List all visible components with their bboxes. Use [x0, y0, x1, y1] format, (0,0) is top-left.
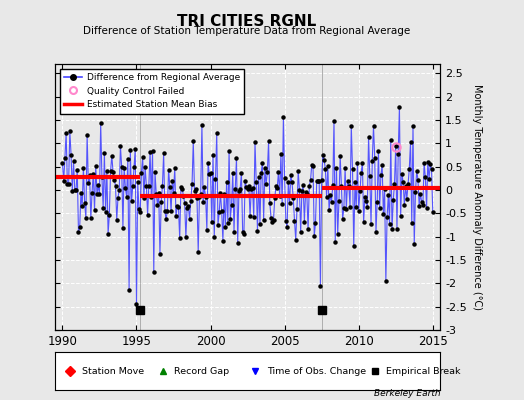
Text: Berkeley Earth: Berkeley Earth: [374, 389, 440, 398]
Text: TRI CITIES RGNL: TRI CITIES RGNL: [177, 14, 316, 29]
Text: Time of Obs. Change: Time of Obs. Change: [267, 366, 366, 376]
Y-axis label: Monthly Temperature Anomaly Difference (°C): Monthly Temperature Anomaly Difference (…: [472, 84, 482, 310]
Text: Station Move: Station Move: [82, 366, 144, 376]
Text: Difference of Station Temperature Data from Regional Average: Difference of Station Temperature Data f…: [83, 26, 410, 36]
Text: Record Gap: Record Gap: [174, 366, 230, 376]
Text: Empirical Break: Empirical Break: [386, 366, 461, 376]
Legend: Difference from Regional Average, Quality Control Failed, Estimated Station Mean: Difference from Regional Average, Qualit…: [60, 68, 244, 114]
